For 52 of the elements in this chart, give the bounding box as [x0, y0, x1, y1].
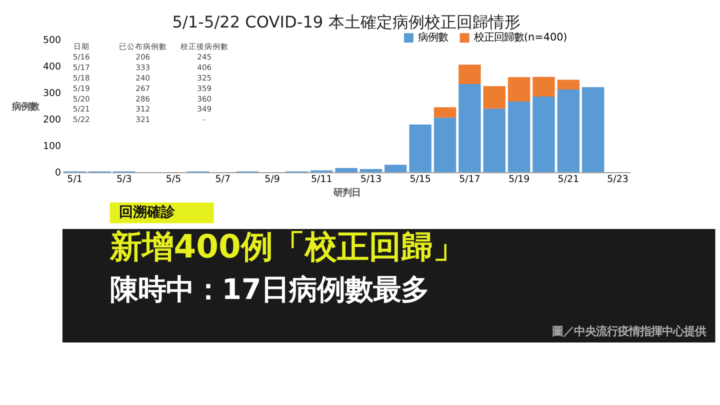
text: 5/16 206 245 — [72, 52, 212, 62]
y-axis-title: 病例數 — [11, 101, 40, 112]
x-axis-title: 研判日 — [332, 187, 360, 198]
bar — [483, 108, 506, 172]
bar — [483, 86, 506, 109]
text: 日期 已公布病例數 校正後病例數 — [73, 42, 228, 52]
text: 5/20 286 360 — [72, 94, 212, 104]
x-tick-label: 5/19 — [508, 174, 530, 186]
x-tick-label: 5/3 — [116, 174, 132, 186]
text: 陳時中：17日病例數最多 — [110, 272, 430, 306]
text: 5/19 267 359 — [72, 84, 212, 93]
x-tick-label: 5/5 — [166, 174, 182, 186]
bar — [508, 77, 530, 102]
legend-label: 病例數 — [418, 32, 448, 44]
y-tick-label: 300 — [42, 88, 62, 100]
bar — [458, 64, 481, 84]
bar — [335, 168, 358, 172]
y-tick-label: 0 — [55, 168, 62, 179]
x-tick-label: 5/15 — [410, 174, 431, 186]
x-tick-label: 5/23 — [607, 174, 628, 186]
bar — [384, 164, 407, 172]
bar — [458, 84, 481, 172]
x-tick-label: 5/21 — [558, 174, 580, 186]
bar — [532, 76, 555, 96]
legend-label: 校正回歸數(n=400) — [473, 32, 568, 44]
bar — [557, 80, 580, 90]
y-tick-label: 500 — [42, 35, 62, 46]
text: 圖／中央流行疫情指揮中心提供 — [552, 324, 706, 338]
text: 新增400例「校正回歸」 — [108, 227, 465, 266]
text: 5/17 333 406 — [72, 63, 212, 72]
x-tick-label: 5/11 — [310, 174, 332, 186]
bar — [409, 124, 432, 172]
bar — [582, 87, 604, 172]
bar — [508, 101, 530, 172]
x-tick-label: 5/17 — [459, 174, 480, 186]
text: 5/21 312 349 — [72, 104, 212, 114]
x-tick-label: 5/1 — [67, 174, 82, 186]
x-tick-label: 5/9 — [264, 174, 280, 186]
chart-title: 5/1-5/22 COVID-19 本土確定病例校正回歸情形 — [172, 12, 520, 32]
y-tick-label: 200 — [42, 114, 62, 126]
text: 5/18 240 325 — [72, 73, 212, 82]
bar — [434, 107, 456, 118]
bar — [557, 90, 580, 172]
bar — [532, 96, 555, 172]
text: 回溯確診 — [119, 204, 176, 221]
bar — [360, 169, 382, 172]
y-tick-label: 100 — [42, 141, 62, 152]
text: 5/22 321 - — [72, 115, 206, 124]
x-tick-label: 5/13 — [360, 174, 382, 186]
y-tick-label: 400 — [42, 62, 62, 73]
x-tick-label: 5/7 — [215, 174, 230, 186]
bar — [434, 118, 456, 172]
